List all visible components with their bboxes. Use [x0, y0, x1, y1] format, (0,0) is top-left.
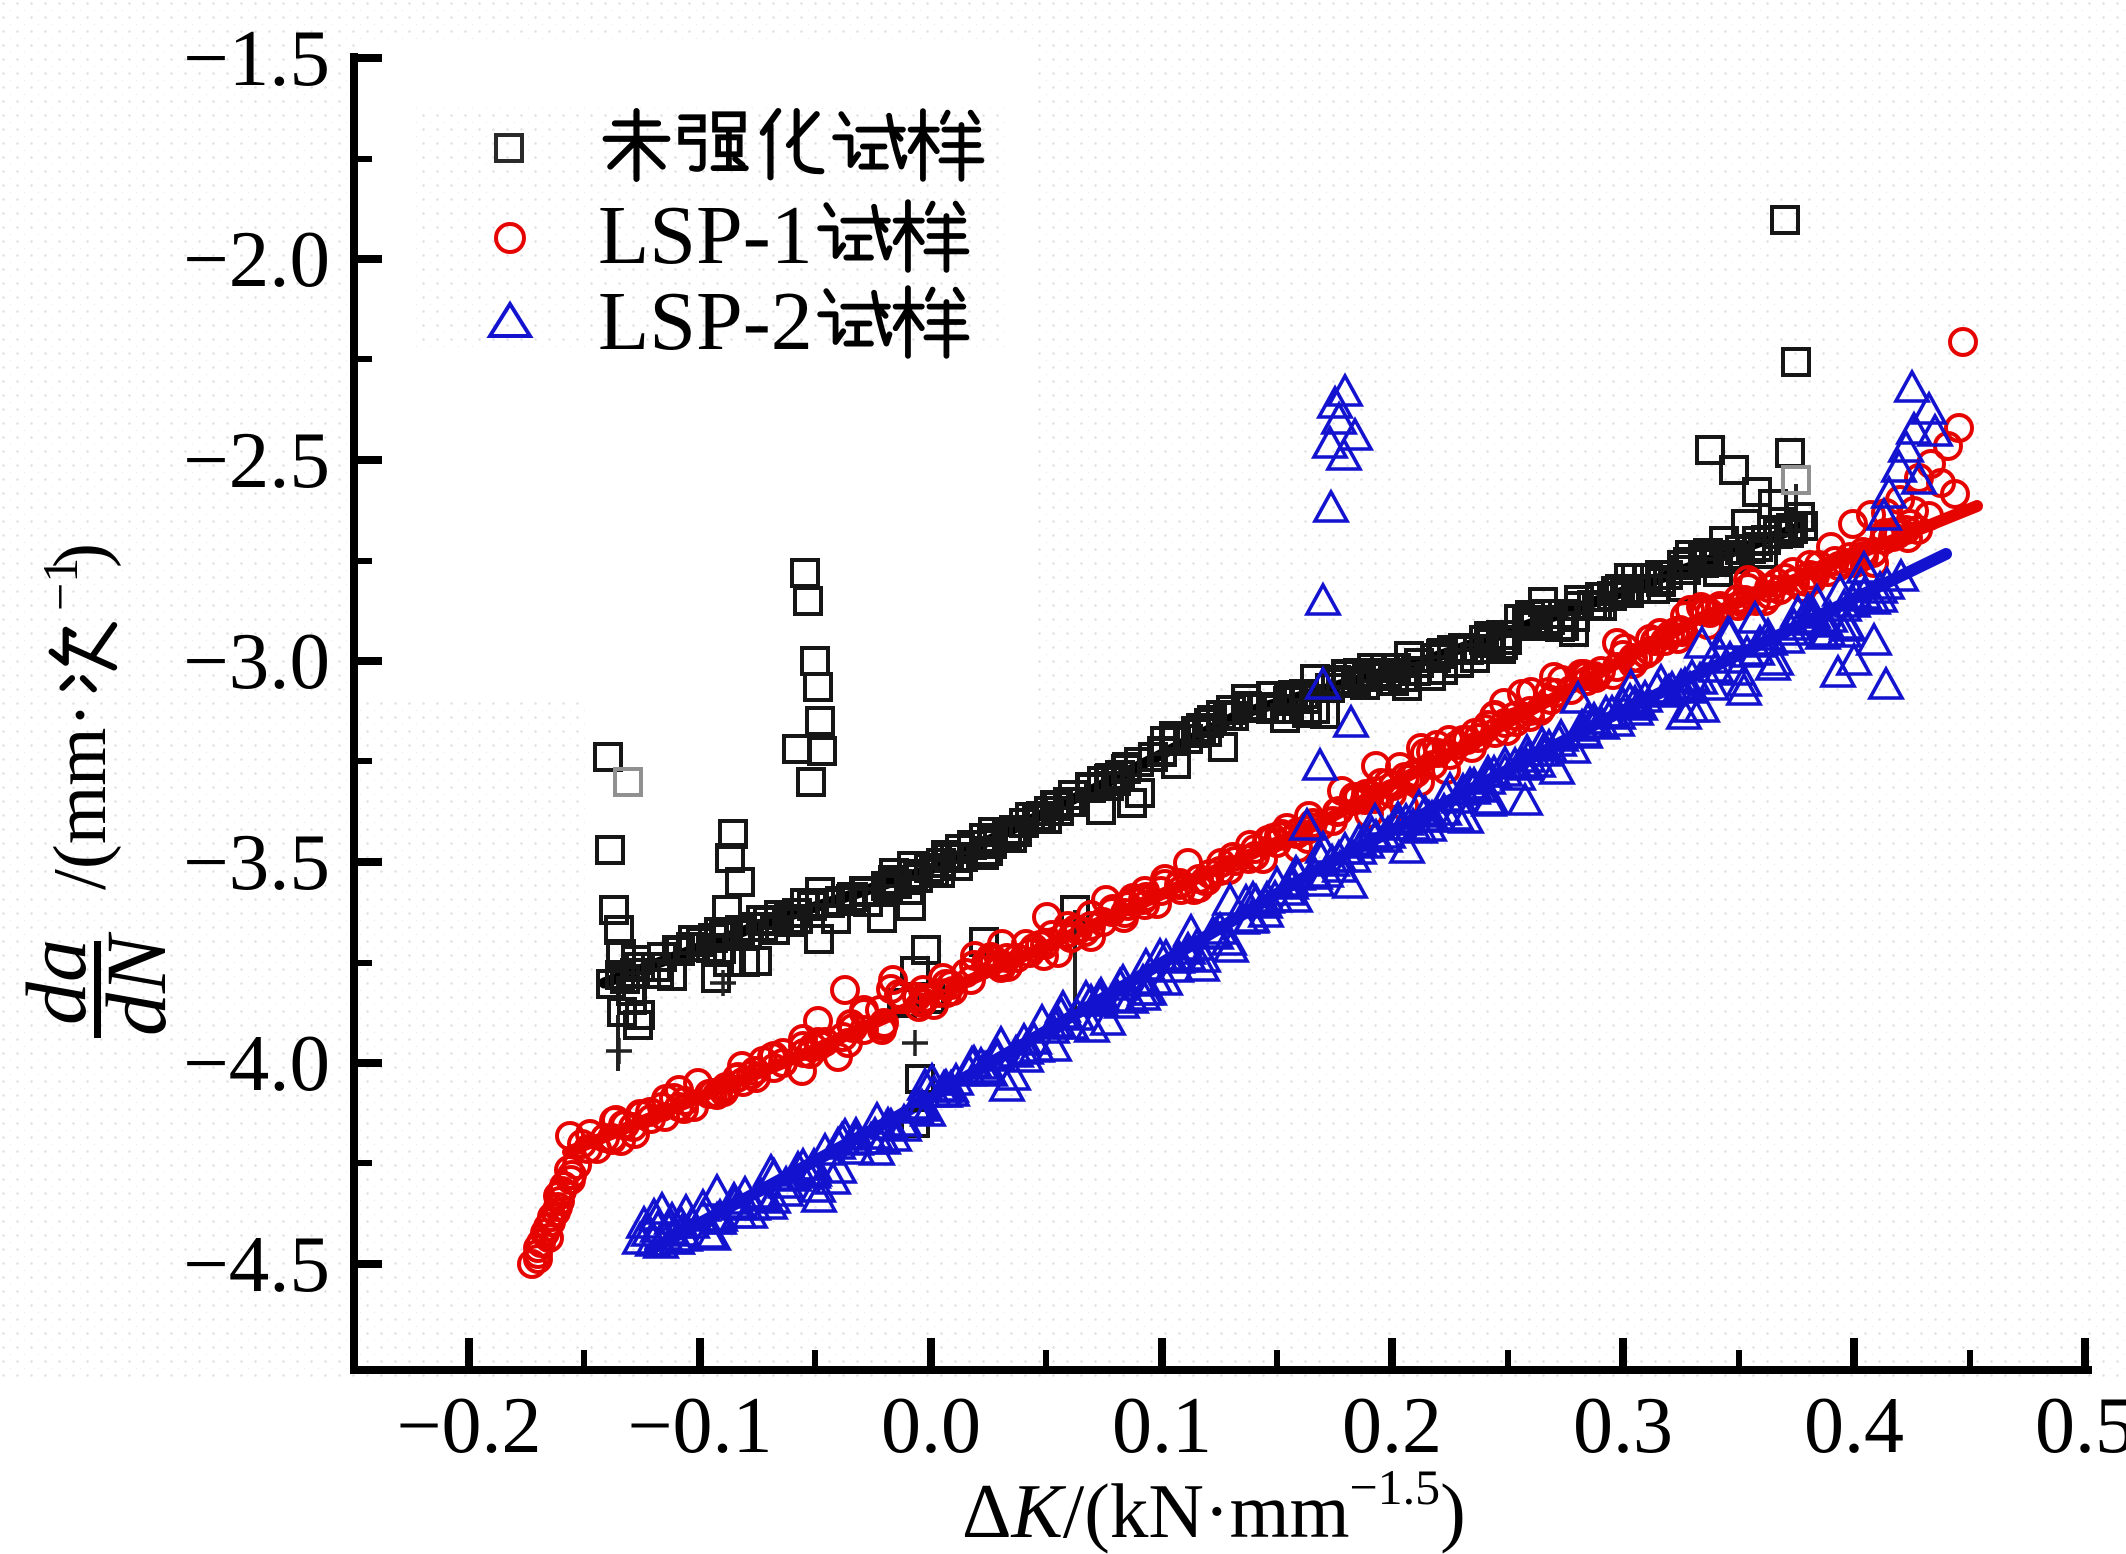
svg-text:−2.0: −2.0: [183, 214, 330, 304]
svg-text:/(mm·: /(mm·: [39, 703, 122, 890]
svg-text:−3.0: −3.0: [183, 616, 330, 706]
svg-text:LSP-1: LSP-1: [598, 189, 813, 282]
svg-text:LSP-2: LSP-2: [598, 275, 813, 368]
svg-text:ΔK/(kN·mm−1.5): ΔK/(kN·mm−1.5): [962, 1459, 1466, 1554]
svg-text:−3.5: −3.5: [183, 817, 330, 907]
svg-text:0.5: 0.5: [2035, 1382, 2126, 1470]
svg-text:−2.5: −2.5: [183, 415, 330, 505]
svg-text:0.4: 0.4: [1804, 1382, 1904, 1470]
svg-text:−1.5: −1.5: [183, 13, 330, 103]
svg-text:0.3: 0.3: [1573, 1382, 1673, 1470]
svg-text:dN: dN: [88, 931, 184, 1036]
svg-text:0.2: 0.2: [1342, 1382, 1442, 1470]
svg-text:): ): [39, 543, 122, 568]
svg-text:da: da: [8, 939, 104, 1025]
svg-text:0.1: 0.1: [1112, 1382, 1212, 1470]
svg-text:−0.1: −0.1: [627, 1382, 772, 1470]
svg-text:−0.2: −0.2: [396, 1382, 541, 1470]
svg-text:−4.0: −4.0: [183, 1018, 330, 1108]
svg-text:0.0: 0.0: [881, 1382, 981, 1470]
svg-text:−4.5: −4.5: [183, 1219, 330, 1309]
svg-text:−1: −1: [32, 558, 88, 611]
